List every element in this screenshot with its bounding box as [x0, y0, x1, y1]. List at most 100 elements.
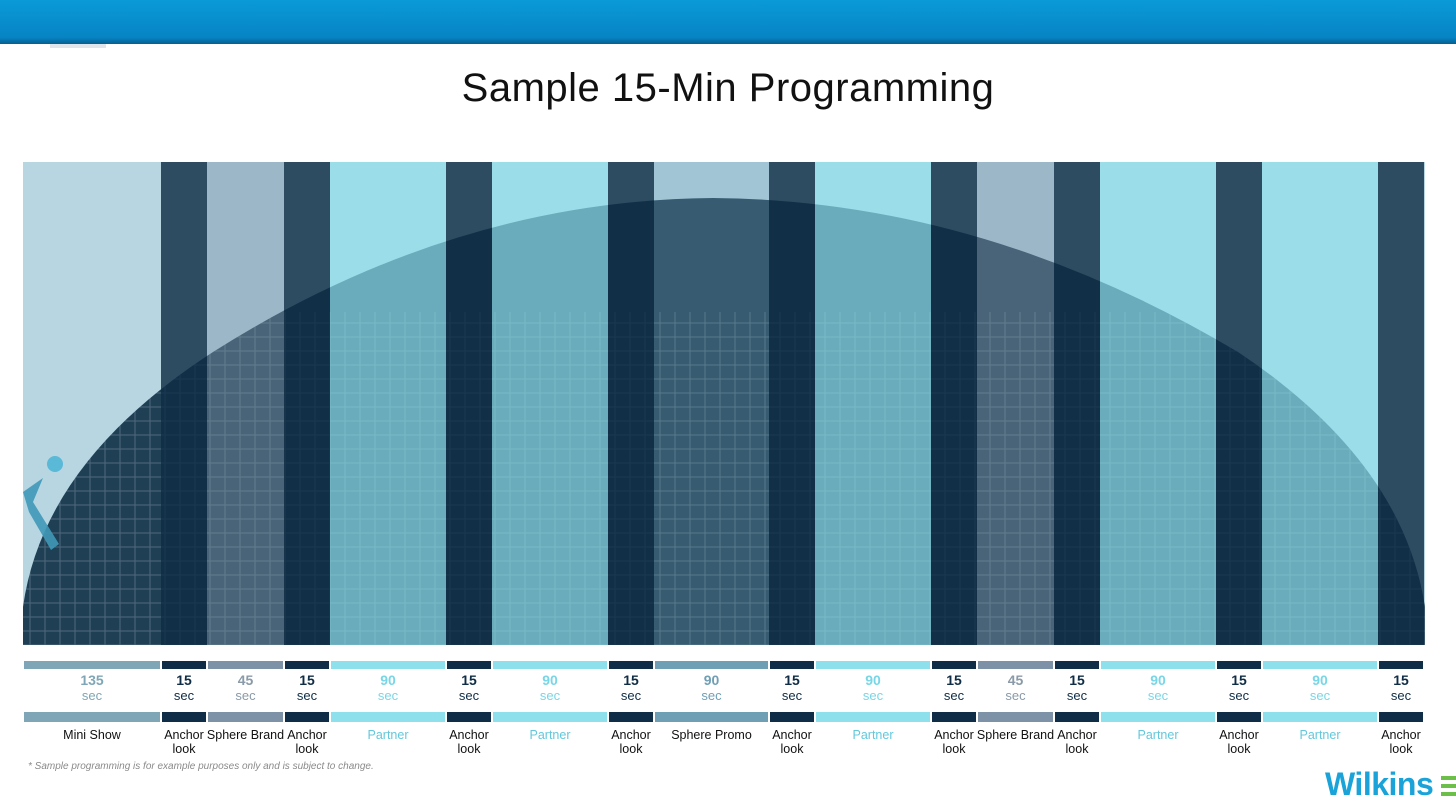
duration-bar-partner — [493, 661, 607, 669]
label-bar-partner — [493, 712, 607, 722]
segment-label: Sphere Brand — [976, 728, 1055, 742]
label-bar-brand — [978, 712, 1053, 722]
duration-unit: sec — [620, 688, 642, 703]
duration-unit: sec — [943, 688, 965, 703]
duration-bar-anchor — [162, 661, 206, 669]
segment-band-partner — [815, 162, 931, 645]
duration-value: 90 — [865, 672, 881, 688]
segment-label: Partner — [367, 728, 409, 742]
label-bar-anchor — [770, 712, 814, 722]
duration-bar-partner — [816, 661, 930, 669]
segment-band-partner — [492, 162, 608, 645]
segment-label: Anchor look — [934, 728, 974, 756]
segment-duration: 15 sec — [931, 673, 977, 704]
segment-label: Anchor look — [611, 728, 651, 756]
duration-unit: sec — [81, 688, 103, 703]
segment-duration: 15 sec — [608, 672, 654, 704]
duration-bar-promo — [655, 661, 768, 669]
label-bar-anchor — [932, 712, 976, 722]
wilkins-logo: Wilkins — [1325, 766, 1434, 802]
duration-unit: sec — [296, 688, 318, 703]
segment-duration: 15 sec — [284, 673, 330, 704]
segment-label: Mini Show — [63, 728, 121, 742]
segment-duration: 90 sec — [1262, 672, 1378, 704]
disclaimer-footnote: * Sample programming is for example purp… — [28, 761, 374, 772]
duration-bar-brand — [978, 661, 1053, 669]
duration-bar-partner — [331, 661, 445, 669]
duration-unit: sec — [1228, 688, 1250, 703]
segment-band-anchor — [161, 162, 207, 645]
segment-band-anchor — [608, 162, 654, 645]
tower-icon — [23, 456, 63, 550]
segment-band-partner — [330, 162, 446, 645]
duration-unit: sec — [1147, 688, 1169, 703]
label-bar-brand — [208, 712, 283, 722]
segment-band-anchor — [1378, 162, 1424, 645]
segment-band-brand — [207, 162, 284, 645]
segment-duration: 45 sec — [977, 672, 1054, 704]
segment-label: Partner — [1299, 728, 1341, 742]
label-bar-anchor — [447, 712, 491, 722]
segment-label: Anchor look — [1057, 728, 1097, 756]
duration-value: 45 — [1007, 672, 1024, 688]
segment-band-anchor — [284, 162, 330, 645]
segment-duration: 15 sec — [161, 672, 207, 704]
duration-value: 15 — [1069, 672, 1085, 688]
duration-unit: sec — [173, 688, 195, 703]
duration-bar-anchor — [1379, 661, 1423, 669]
duration-value: 15 — [784, 672, 800, 688]
duration-unit: sec — [539, 688, 561, 703]
label-bar-anchor — [1379, 712, 1423, 722]
label-bar-partner — [1263, 712, 1377, 722]
duration-value: 135 — [80, 672, 104, 688]
duration-bar-anchor — [609, 661, 653, 669]
sphere-schedule-diagram — [23, 162, 1425, 645]
duration-value: 90 — [1312, 672, 1328, 688]
duration-value: 15 — [176, 672, 192, 688]
duration-value: 45 — [237, 672, 254, 688]
segment-duration: 90 sec — [1100, 672, 1216, 704]
segment-label: Anchor look — [1219, 728, 1259, 756]
brand-mark-remnant — [50, 44, 106, 48]
duration-unit: sec — [235, 688, 256, 703]
duration-unit: sec — [862, 688, 884, 703]
duration-bar-partner — [1101, 661, 1215, 669]
duration-unit: sec — [458, 688, 480, 703]
label-bar-partner — [331, 712, 445, 722]
top-banner — [0, 0, 1456, 48]
segment-bands — [161, 162, 1424, 645]
label-bar-anchor — [285, 712, 329, 722]
segment-duration: 90 sec — [330, 672, 446, 704]
label-row: Mini Show Anchor look Sphere Brand Anchor l… — [23, 728, 1425, 758]
duration-bar-anchor — [285, 661, 329, 669]
duration-value: 90 — [542, 672, 558, 688]
label-bar-anchor — [609, 712, 653, 722]
logo-stripes-icon — [1441, 776, 1456, 800]
segment-band-anchor — [769, 162, 815, 645]
segment-duration: 90 sec — [815, 672, 931, 704]
label-bar-promo — [655, 712, 768, 722]
duration-bar-brand — [208, 661, 283, 669]
duration-bar-anchor — [1055, 661, 1099, 669]
duration-value: 15 — [623, 672, 639, 688]
duration-color-bar — [24, 661, 1423, 669]
label-bar-anchor — [1217, 712, 1261, 722]
duration-bar-anchor — [447, 661, 491, 669]
label-bar-anchor — [1055, 712, 1099, 722]
duration-value: 90 — [380, 672, 396, 688]
segment-band-anchor — [446, 162, 492, 645]
segment-label: Partner — [852, 728, 894, 742]
segment-band-promo — [654, 162, 769, 645]
segment-duration: 135 sec — [23, 672, 161, 704]
duration-value: 90 — [1150, 672, 1166, 688]
duration-unit: sec — [1066, 688, 1088, 703]
segment-label: Partner — [529, 728, 571, 742]
duration-bar-mini_show — [24, 661, 160, 669]
duration-value: 15 — [1231, 672, 1247, 688]
duration-bar-anchor — [932, 661, 976, 669]
segment-label: Anchor look — [449, 728, 489, 756]
segment-label: Sphere Promo — [671, 728, 752, 742]
label-bar-partner — [1101, 712, 1215, 722]
duration-unit: sec — [1390, 688, 1412, 703]
label-color-bar — [24, 712, 1423, 722]
